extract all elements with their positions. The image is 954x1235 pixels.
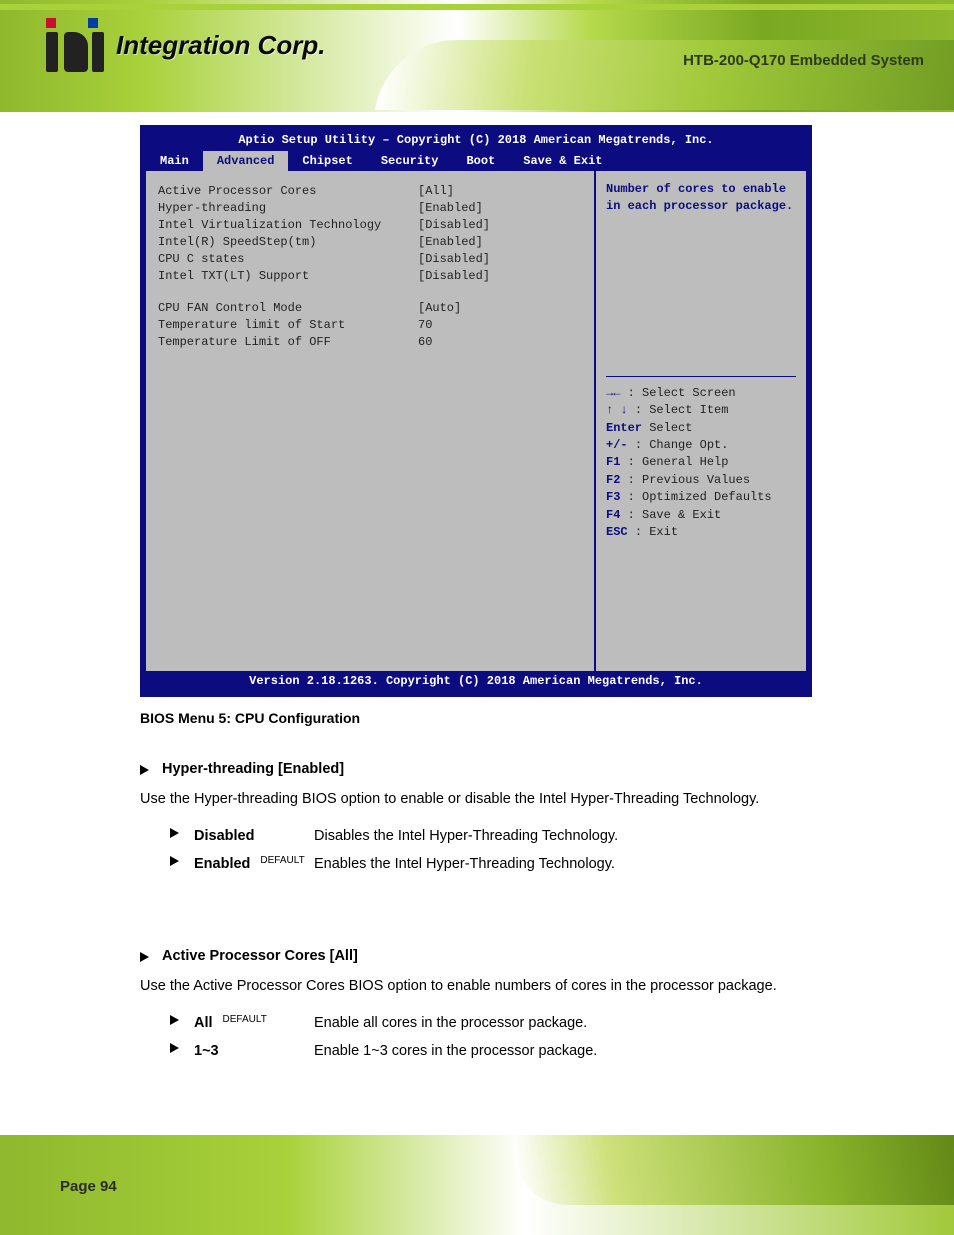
bios-title: Aptio Setup Utility – Copyright (C) 2018… (146, 131, 806, 151)
arrow-icon (140, 949, 154, 963)
bios-setting-row[interactable]: Intel TXT(LT) Support[Disabled] (158, 269, 582, 283)
bios-nav-row: →← : Select Screen (606, 385, 796, 402)
bios-tab[interactable]: Save & Exit (509, 151, 616, 171)
bios-nav-keys: →← : Select Screen↑ ↓ : Select ItemEnter… (606, 385, 796, 542)
bios-tab[interactable]: Advanced (203, 151, 289, 171)
arrow-icon (170, 1040, 184, 1054)
bios-setting-row[interactable]: Hyper-threading[Enabled] (158, 201, 582, 215)
figure-caption: BIOS Menu 5: CPU Configuration (140, 710, 360, 726)
bios-nav-row: F1 : General Help (606, 454, 796, 471)
bios-info-row[interactable]: Temperature Limit of OFF60 (158, 335, 582, 349)
logo: Integration Corp. (46, 18, 325, 72)
arrow-icon (170, 825, 184, 839)
option-title-text: Hyper-threading [Enabled] (162, 758, 344, 780)
option-block-active-cores: Active Processor Cores [All] Use the Act… (140, 945, 812, 1069)
option-value-row: Enabled DEFAULT Enables the Intel Hyper-… (170, 853, 812, 875)
option-block-hyperthreading: Hyper-threading [Enabled] Use the Hyper-… (140, 758, 812, 882)
bios-nav-row: F2 : Previous Values (606, 472, 796, 489)
bios-tab[interactable]: Security (367, 151, 453, 171)
page-number: Page 94 (60, 1178, 117, 1195)
option-value-row: 1~3 Enable 1~3 cores in the processor pa… (170, 1040, 812, 1062)
logo-mark (46, 18, 106, 72)
option-title-text: Active Processor Cores [All] (162, 945, 358, 967)
bios-help-panel: Number of cores to enable in each proces… (596, 171, 806, 671)
document-title: HTB-200-Q170 Embedded System (683, 52, 924, 69)
option-description: Use the Hyper-threading BIOS option to e… (140, 788, 812, 810)
bios-setting-row[interactable]: CPU C states[Disabled] (158, 252, 582, 266)
header-band: Integration Corp. HTB-200-Q170 Embedded … (0, 0, 954, 112)
bios-footer: Version 2.18.1263. Copyright (C) 2018 Am… (146, 671, 806, 691)
bios-tab[interactable]: Chipset (288, 151, 366, 171)
bios-setting-row[interactable]: Active Processor Cores[All] (158, 184, 582, 198)
bios-tab[interactable]: Main (146, 151, 203, 171)
bios-nav-row: Enter Select (606, 420, 796, 437)
bios-tabs: MainAdvancedChipsetSecurityBootSave & Ex… (146, 151, 806, 171)
bios-tab[interactable]: Boot (452, 151, 509, 171)
bios-setting-row[interactable]: Intel(R) SpeedStep(tm)[Enabled] (158, 235, 582, 249)
bios-help-text: Number of cores to enable in each proces… (606, 181, 796, 216)
option-title: Active Processor Cores [All] (140, 945, 812, 967)
bios-nav-row: F4 : Save & Exit (606, 507, 796, 524)
bios-nav-row: ESC : Exit (606, 524, 796, 541)
arrow-icon (170, 853, 184, 867)
bios-nav-row: F3 : Optimized Defaults (606, 489, 796, 506)
arrow-icon (140, 762, 154, 776)
option-value-row: Disabled Disables the Intel Hyper-Thread… (170, 825, 812, 847)
arrow-icon (170, 1012, 184, 1026)
footer-band (0, 1135, 954, 1235)
bios-nav-row: ↑ ↓ : Select Item (606, 402, 796, 419)
option-value-row: All DEFAULT Enable all cores in the proc… (170, 1012, 812, 1034)
bios-info-row[interactable]: Temperature limit of Start70 (158, 318, 582, 332)
bios-setting-row[interactable]: Intel Virtualization Technology[Disabled… (158, 218, 582, 232)
bios-screenshot: Aptio Setup Utility – Copyright (C) 2018… (140, 125, 812, 697)
logo-text: Integration Corp. (116, 30, 325, 61)
bios-nav-row: +/- : Change Opt. (606, 437, 796, 454)
option-description: Use the Active Processor Cores BIOS opti… (140, 975, 812, 997)
bios-info-row[interactable]: CPU FAN Control Mode[Auto] (158, 301, 582, 315)
bios-settings-panel: Active Processor Cores[All] Hyper-threadi… (146, 171, 596, 671)
option-title: Hyper-threading [Enabled] (140, 758, 812, 780)
